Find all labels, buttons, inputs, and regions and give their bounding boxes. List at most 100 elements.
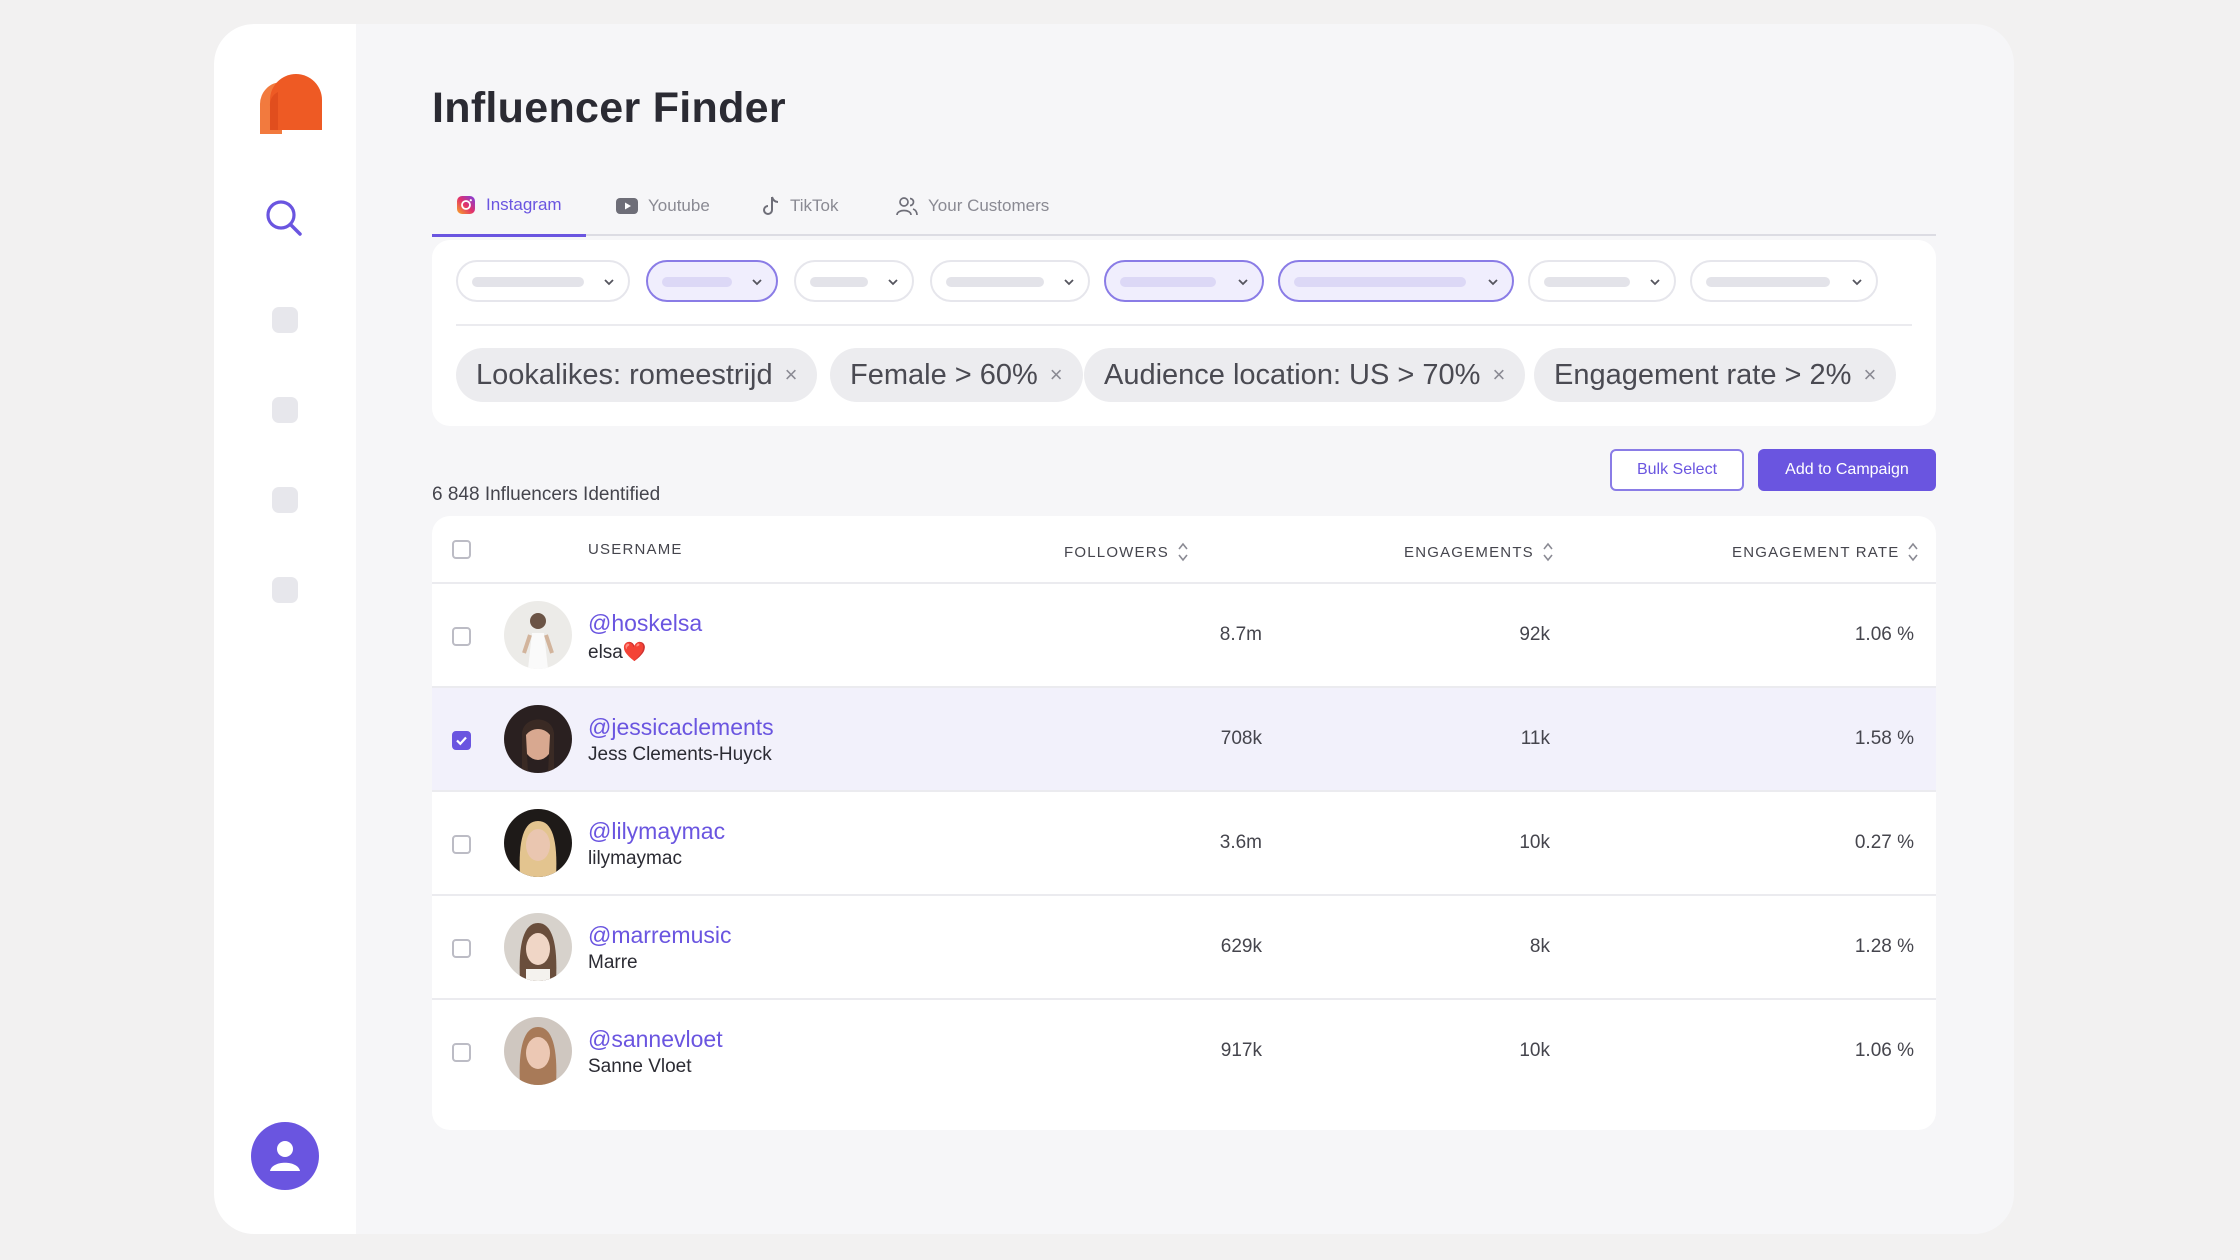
engagements-value: 10k [1519, 1040, 1550, 1061]
followers-value: 629k [1220, 936, 1262, 957]
avatar[interactable] [504, 809, 572, 877]
username-link[interactable]: @hoskelsa [588, 610, 703, 636]
table-row[interactable]: @hoskelsa elsa❤️ 8.7m 92k 1.06 % [432, 584, 1936, 688]
username-link[interactable]: @jessicaclements [588, 714, 774, 740]
main-content: Influencer Finder Instagram Youtube [432, 24, 1944, 1234]
add-to-campaign-button[interactable]: Add to Campaign [1758, 449, 1936, 491]
user-icon [270, 1141, 300, 1171]
filter-dropdown[interactable] [646, 260, 778, 302]
filter-dropdown[interactable] [1690, 260, 1878, 302]
display-name: Jess Clements-Huyck [588, 744, 772, 765]
engagements-value: 10k [1519, 832, 1550, 853]
close-icon[interactable]: × [784, 362, 798, 387]
close-icon[interactable]: × [1049, 362, 1063, 387]
platform-tabs: Instagram Youtube TikTok [432, 176, 1936, 237]
filter-panel: Lookalikes: romeestrijd × Female > 60% ×… [432, 240, 1936, 426]
avatar[interactable] [504, 705, 572, 773]
chevron-down-icon [1238, 279, 1248, 286]
chevron-down-icon [888, 279, 898, 286]
column-header-engagement-rate[interactable]: ENGAGEMENT RATE [1732, 541, 1919, 563]
table-header: USERNAME FOLLOWERS ENGAGEMENTS ENGAGEMEN… [432, 516, 1936, 584]
followers-value: 3.6m [1219, 832, 1262, 853]
tab-label: Instagram [486, 195, 562, 214]
row-checkbox[interactable] [452, 731, 471, 750]
filter-chip[interactable]: Engagement rate > 2% × [1534, 348, 1897, 402]
display-name: Sanne Vloet [588, 1056, 692, 1077]
tab-label: TikTok [790, 196, 839, 215]
table-row[interactable]: @marremusic Marre 629k 8k 1.28 % [432, 896, 1936, 1000]
display-name: lilymaymac [588, 848, 682, 869]
filter-chip[interactable]: Female > 60% × [830, 348, 1083, 402]
tab-tiktok[interactable]: TikTok [738, 176, 863, 236]
chip-label: Female > 60% [850, 358, 1038, 391]
column-header-username: USERNAME [588, 541, 683, 558]
followers-value: 917k [1220, 1040, 1262, 1061]
username-link[interactable]: @sannevloet [588, 1026, 723, 1052]
search-icon[interactable] [264, 198, 304, 238]
chevron-down-icon [1650, 279, 1660, 286]
filter-chip[interactable]: Lookalikes: romeestrijd × [456, 348, 818, 402]
bulk-select-button[interactable]: Bulk Select [1610, 449, 1744, 491]
table-row[interactable]: @jessicaclements Jess Clements-Huyck 708… [432, 688, 1936, 792]
engagement-rate-value: 1.58 % [1854, 728, 1914, 749]
display-name: Marre [588, 952, 638, 973]
engagements-value: 8k [1529, 936, 1550, 957]
tab-instagram[interactable]: Instagram [432, 176, 586, 237]
engagement-rate-value: 1.06 % [1854, 1040, 1914, 1061]
engagement-rate-value: 0.27 % [1854, 832, 1914, 853]
column-header-engagements[interactable]: ENGAGEMENTS [1404, 541, 1554, 563]
chip-label: Audience location: US > 70% [1104, 358, 1481, 391]
table-row[interactable]: @sannevloet Sanne Vloet 917k 10k 1.06 % [432, 1000, 1936, 1104]
select-all-checkbox[interactable] [452, 540, 471, 559]
page-title: Influencer Finder [432, 84, 786, 132]
column-header-followers[interactable]: FOLLOWERS [1064, 541, 1189, 563]
filter-dropdown[interactable] [1278, 260, 1514, 302]
sort-icon[interactable] [1177, 541, 1189, 563]
user-avatar-button[interactable] [251, 1122, 319, 1190]
username-link[interactable]: @marremusic [588, 922, 732, 948]
close-icon[interactable]: × [1863, 362, 1877, 387]
youtube-icon [616, 198, 638, 214]
chevron-down-icon [604, 279, 614, 286]
username-link[interactable]: @lilymaymac [588, 818, 726, 844]
filter-dropdown[interactable] [456, 260, 630, 302]
close-icon[interactable]: × [1492, 362, 1506, 387]
chevron-down-icon [1064, 279, 1074, 286]
display-name: elsa❤️ [588, 642, 647, 663]
nav-placeholder-icon[interactable] [272, 397, 298, 423]
chevron-down-icon [1852, 279, 1862, 286]
sort-icon[interactable] [1907, 541, 1919, 563]
divider [456, 324, 1912, 326]
avatar[interactable] [504, 601, 572, 669]
row-checkbox[interactable] [452, 1043, 471, 1062]
avatar[interactable] [504, 913, 572, 981]
chevron-down-icon [752, 279, 762, 286]
followers-value: 8.7m [1219, 624, 1262, 645]
tiktok-icon [763, 196, 779, 215]
filter-chip[interactable]: Audience location: US > 70% × [1084, 348, 1526, 402]
users-icon [896, 197, 918, 216]
tab-label: Your Customers [928, 196, 1050, 215]
brand-logo[interactable] [248, 70, 324, 134]
engagement-rate-value: 1.06 % [1854, 624, 1914, 645]
chip-label: Engagement rate > 2% [1554, 358, 1852, 391]
nav-placeholder-icon[interactable] [272, 307, 298, 333]
filter-dropdown[interactable] [1528, 260, 1676, 302]
app-window: Influencer Finder Instagram Youtube [214, 24, 2014, 1234]
avatar[interactable] [504, 1017, 572, 1085]
filter-dropdown[interactable] [930, 260, 1090, 302]
tab-your-customers[interactable]: Your Customers [872, 176, 1073, 236]
nav-placeholder-icon[interactable] [272, 487, 298, 513]
row-checkbox[interactable] [452, 939, 471, 958]
tab-youtube[interactable]: Youtube [592, 176, 734, 236]
row-checkbox[interactable] [452, 835, 471, 854]
nav-placeholder-icon[interactable] [272, 577, 298, 603]
sort-icon[interactable] [1542, 541, 1554, 563]
engagements-value: 92k [1519, 624, 1550, 645]
filter-dropdown[interactable] [1104, 260, 1264, 302]
table-row[interactable]: @lilymaymac lilymaymac 3.6m 10k 0.27 % [432, 792, 1936, 896]
row-checkbox[interactable] [452, 627, 471, 646]
instagram-icon [457, 196, 475, 214]
sidebar [214, 24, 356, 1234]
filter-dropdown[interactable] [794, 260, 914, 302]
